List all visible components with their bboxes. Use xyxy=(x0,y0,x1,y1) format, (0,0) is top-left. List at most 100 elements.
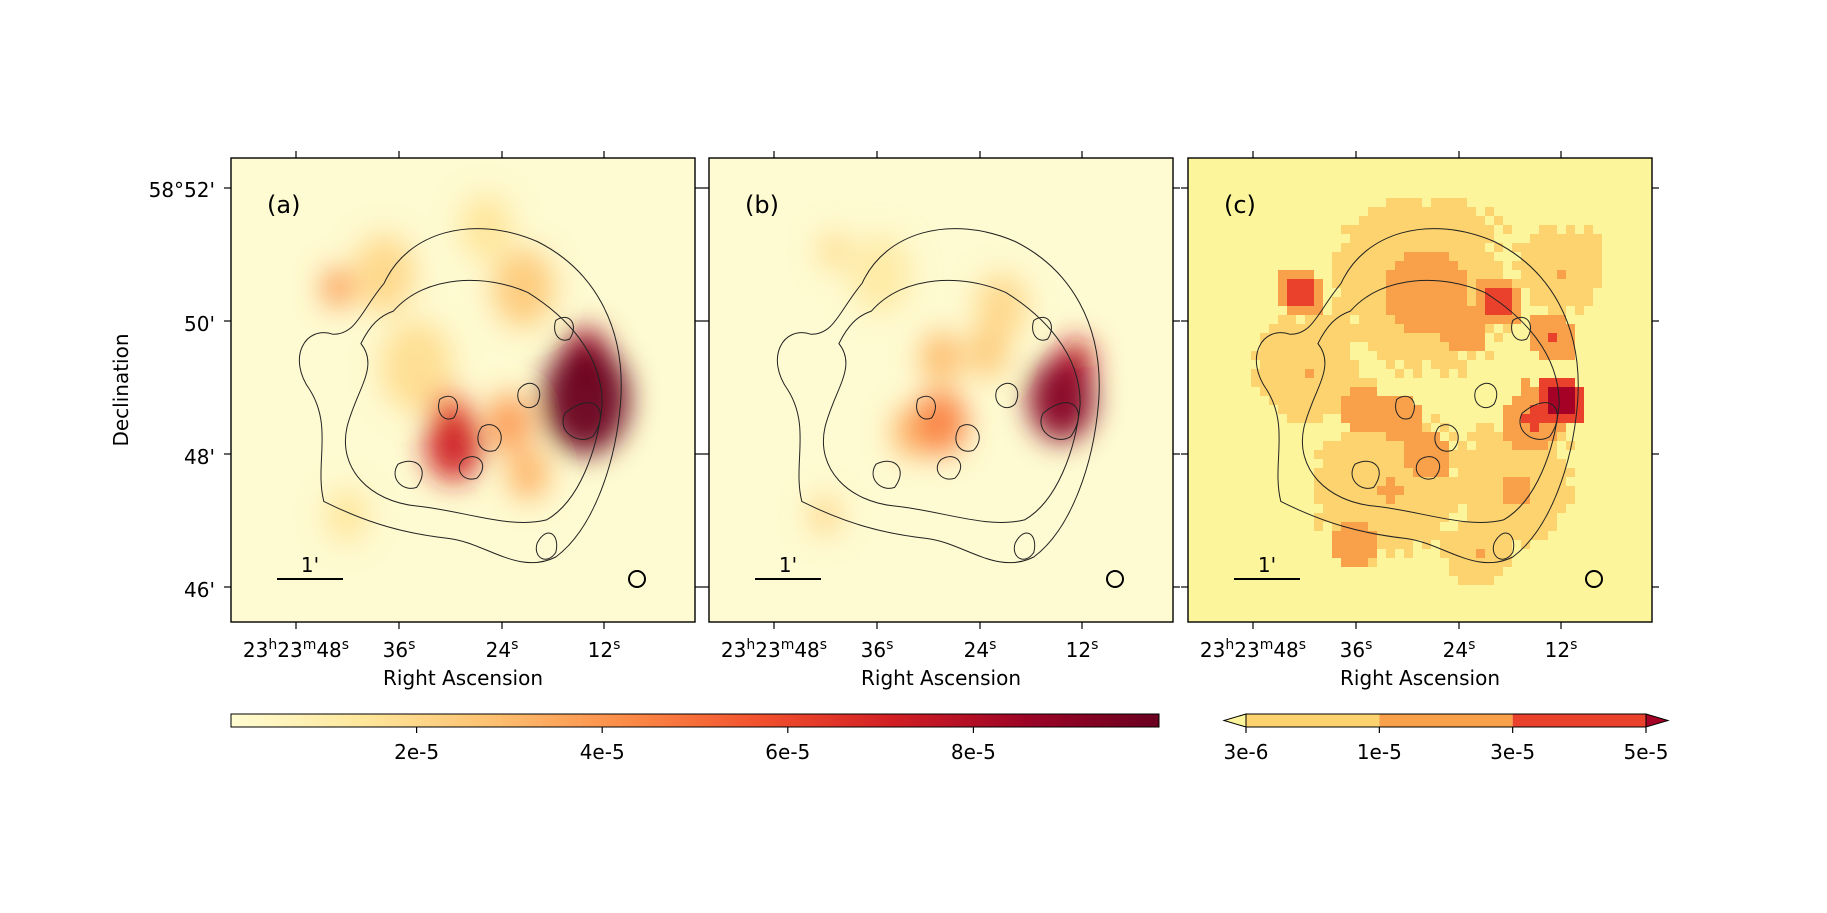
emission-pixel xyxy=(1440,423,1449,432)
emission-pixel xyxy=(1422,216,1431,225)
emission-pixel xyxy=(1368,252,1377,261)
emission-pixel xyxy=(1512,468,1521,477)
emission-pixel xyxy=(1278,270,1287,279)
emission-pixel xyxy=(1287,387,1296,396)
x-axis-label: Right Ascension xyxy=(383,666,543,690)
emission-pixel xyxy=(1332,396,1341,405)
emission-pixel xyxy=(1305,306,1314,315)
emission-pixel xyxy=(1467,522,1476,531)
emission-pixel xyxy=(1350,297,1359,306)
emission-pixel xyxy=(1476,225,1485,234)
emission-pixel xyxy=(1413,495,1422,504)
emission-pixel xyxy=(1305,360,1314,369)
emission-pixel xyxy=(1359,432,1368,441)
emission-pixel xyxy=(1359,414,1368,423)
emission-pixel xyxy=(1431,315,1440,324)
emission-pixel xyxy=(1467,504,1476,513)
emission-pixel xyxy=(1503,486,1512,495)
emission-pixel xyxy=(1404,477,1413,486)
emission-pixel xyxy=(1269,351,1278,360)
emission-pixel xyxy=(1422,333,1431,342)
emission-pixel xyxy=(1305,396,1314,405)
emission-pixel xyxy=(1413,477,1422,486)
emission-pixel xyxy=(1458,531,1467,540)
emission-pixel xyxy=(1494,450,1503,459)
emission-pixel xyxy=(1413,369,1422,378)
emission-pixel xyxy=(1530,288,1539,297)
emission-pixel xyxy=(1422,252,1431,261)
emission-pixel xyxy=(1458,459,1467,468)
emission-pixel xyxy=(1413,450,1422,459)
emission-pixel xyxy=(1557,234,1566,243)
x-axis-label: Right Ascension xyxy=(861,666,1021,690)
emission-pixel xyxy=(1539,243,1548,252)
emission-pixel xyxy=(1287,324,1296,333)
emission-pixel xyxy=(1323,378,1332,387)
emission-pixel xyxy=(1557,279,1566,288)
contour-knot xyxy=(394,460,423,489)
emission-pixel xyxy=(1485,252,1494,261)
emission-pixel xyxy=(1548,387,1557,396)
contour-knot xyxy=(995,382,1019,409)
emission-pixel xyxy=(1521,243,1530,252)
emission-pixel xyxy=(1278,396,1287,405)
emission-pixel xyxy=(1485,351,1494,360)
emission-pixel xyxy=(1539,297,1548,306)
emission-blob xyxy=(818,231,850,271)
emission-pixel xyxy=(1512,297,1521,306)
emission-pixel xyxy=(1557,414,1566,423)
emission-pixel xyxy=(1359,234,1368,243)
emission-pixel xyxy=(1548,378,1557,387)
emission-pixel xyxy=(1458,522,1467,531)
colorbar-right-bin xyxy=(1379,714,1513,727)
emission-pixel xyxy=(1377,342,1386,351)
emission-pixel xyxy=(1296,324,1305,333)
y-tick-label-2: 48' xyxy=(184,445,215,469)
emission-pixel xyxy=(1278,315,1287,324)
emission-pixel xyxy=(1386,360,1395,369)
emission-pixel xyxy=(1359,306,1368,315)
emission-pixel xyxy=(1269,324,1278,333)
emission-pixel xyxy=(1359,261,1368,270)
emission-pixel xyxy=(1539,459,1548,468)
emission-pixel xyxy=(1323,360,1332,369)
emission-pixel xyxy=(1287,360,1296,369)
emission-pixel xyxy=(1557,423,1566,432)
emission-pixel xyxy=(1332,540,1341,549)
emission-pixel xyxy=(1449,495,1458,504)
emission-pixel xyxy=(1467,207,1476,216)
emission-pixel xyxy=(1431,351,1440,360)
emission-pixel xyxy=(1512,414,1521,423)
emission-pixel xyxy=(1440,360,1449,369)
emission-pixel xyxy=(1422,297,1431,306)
emission-pixel xyxy=(1467,324,1476,333)
emission-pixel xyxy=(1368,450,1377,459)
emission-pixel xyxy=(1548,459,1557,468)
emission-pixel xyxy=(1386,351,1395,360)
emission-pixel xyxy=(1260,369,1269,378)
scale-bar-label: 1' xyxy=(1258,553,1276,577)
emission-pixel xyxy=(1413,486,1422,495)
emission-pixel xyxy=(1467,477,1476,486)
emission-pixel xyxy=(1359,441,1368,450)
emission-pixel xyxy=(1449,360,1458,369)
emission-pixel xyxy=(1557,333,1566,342)
emission-pixel xyxy=(1440,198,1449,207)
emission-pixel xyxy=(1287,297,1296,306)
emission-pixel xyxy=(1467,495,1476,504)
emission-pixel xyxy=(1449,288,1458,297)
emission-pixel xyxy=(1503,279,1512,288)
emission-pixel xyxy=(1422,342,1431,351)
emission-pixel xyxy=(1548,414,1557,423)
emission-pixel xyxy=(1521,468,1530,477)
emission-pixel xyxy=(1494,486,1503,495)
emission-pixel xyxy=(1341,306,1350,315)
emission-pixel xyxy=(1485,495,1494,504)
emission-pixel xyxy=(1314,342,1323,351)
emission-pixel xyxy=(1476,333,1485,342)
emission-pixel xyxy=(1557,486,1566,495)
emission-pixel xyxy=(1350,450,1359,459)
emission-pixel xyxy=(1296,351,1305,360)
emission-pixel xyxy=(1467,252,1476,261)
